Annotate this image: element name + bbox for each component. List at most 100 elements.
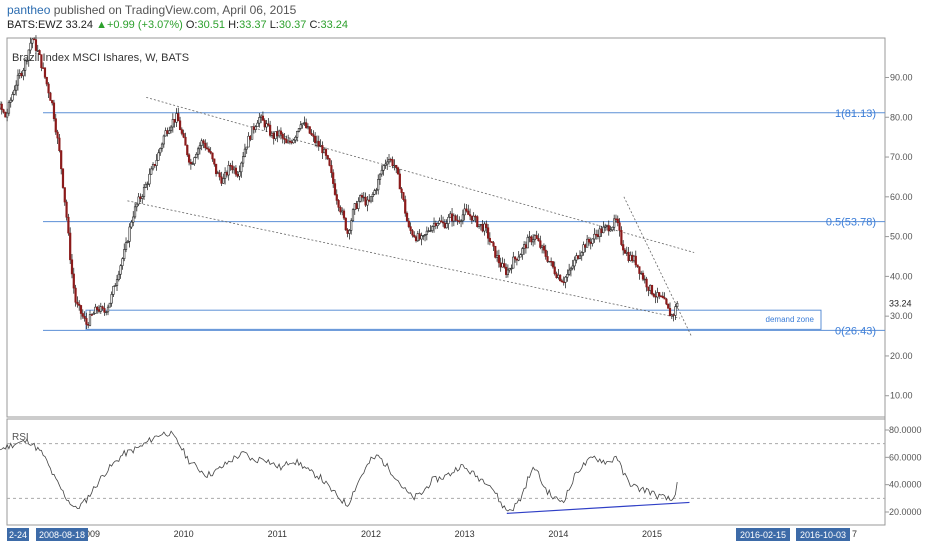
- candle-body: [605, 225, 609, 227]
- candle-body: [310, 132, 313, 136]
- candle-body: [402, 192, 405, 200]
- candle-body: [551, 261, 555, 268]
- candle-body: [135, 203, 138, 208]
- candle-body: [213, 158, 216, 165]
- candle-body: [204, 142, 207, 149]
- candle-body: [79, 305, 83, 314]
- candle-body: [24, 60, 27, 71]
- candle-body: [472, 215, 475, 221]
- candle-body: [333, 183, 337, 195]
- candle-body: [532, 239, 535, 243]
- candle-body: [31, 38, 34, 44]
- candle-body: [494, 245, 497, 258]
- candle-body: [63, 187, 66, 203]
- candle-body: [254, 126, 257, 130]
- candle-body: [96, 306, 99, 310]
- candle-body: [432, 222, 436, 227]
- candle-body: [90, 314, 93, 316]
- author-name[interactable]: pantheo: [7, 3, 51, 17]
- candle-body: [231, 165, 234, 171]
- rsi-divergence-line[interactable]: [506, 501, 690, 514]
- candle-body: [465, 208, 468, 212]
- time-badge-left_partial: [7, 528, 29, 541]
- candle-body: [70, 259, 74, 275]
- candle-body: [171, 119, 174, 128]
- candle-body: [645, 278, 648, 288]
- candle-body: [85, 318, 88, 325]
- candle-body: [342, 210, 346, 219]
- candle-body: [582, 244, 585, 253]
- time-axis-bar: [7, 526, 885, 542]
- price-tick-label: 30.00: [890, 311, 913, 321]
- candle-body: [187, 154, 191, 163]
- candle-body: [150, 168, 153, 175]
- candle-body: [301, 123, 304, 126]
- candle-body: [519, 254, 522, 258]
- candle-body: [144, 183, 147, 188]
- candle-body: [229, 164, 232, 167]
- candle-body: [279, 130, 283, 135]
- candle-body: [557, 274, 560, 278]
- candle-body: [115, 279, 119, 286]
- candle-body: [142, 187, 146, 197]
- price-tick-label: 70.00: [890, 152, 913, 162]
- candle-body: [537, 238, 540, 242]
- publish-text: published on TradingView.com, April 06, …: [53, 3, 297, 17]
- candle-body: [65, 201, 68, 218]
- candle-body: [330, 165, 333, 173]
- candle-body: [297, 128, 301, 132]
- candle-body: [119, 265, 122, 275]
- candle-body: [106, 306, 110, 313]
- candle-body: [492, 242, 495, 247]
- candle-body: [110, 294, 113, 304]
- candle-body: [344, 217, 347, 231]
- last-price-marker: 33.24: [886, 297, 914, 310]
- candle-body: [94, 306, 97, 314]
- candle-body: [249, 135, 252, 140]
- candle-body: [514, 256, 517, 260]
- candle-body: [261, 115, 265, 121]
- candle-body: [305, 122, 308, 129]
- candle-body: [506, 269, 509, 275]
- candle-body: [74, 287, 77, 303]
- candle-body: [575, 255, 578, 261]
- candle-body: [151, 164, 155, 170]
- candle-body: [368, 199, 371, 202]
- candle-body: [225, 172, 228, 176]
- candle-body: [569, 267, 573, 271]
- x-tick-label: 2009: [80, 529, 100, 539]
- candle-body: [398, 173, 401, 190]
- candle-body: [670, 314, 673, 317]
- candle-body: [504, 266, 508, 275]
- candle-body: [434, 222, 437, 227]
- candle-body: [123, 249, 126, 260]
- candle-body: [578, 255, 582, 259]
- rsi-label: RSI: [12, 432, 29, 443]
- rsi-pane[interactable]: [6, 418, 886, 526]
- open-value: 30.51: [197, 19, 226, 31]
- candle-body: [362, 196, 365, 199]
- candle-body: [18, 73, 21, 76]
- close-label: C:: [309, 19, 321, 31]
- candle-body: [458, 220, 461, 223]
- candle-body: [321, 145, 324, 154]
- candle-body: [72, 273, 75, 289]
- candle-body: [371, 193, 374, 197]
- candle-body: [306, 126, 310, 129]
- rsi-line: [0, 430, 678, 512]
- candle-body: [252, 126, 256, 130]
- candle-body: [483, 223, 486, 232]
- trend-line-steep-line[interactable]: [623, 196, 692, 337]
- trend-line-upper-channel[interactable]: [146, 96, 695, 253]
- candle-body: [198, 145, 201, 150]
- candle-body: [614, 218, 618, 220]
- candle-body: [643, 278, 646, 281]
- candle-body: [539, 240, 542, 248]
- candle-body: [378, 173, 382, 180]
- candle-body: [353, 203, 356, 210]
- candle-body: [429, 230, 432, 232]
- candle-body: [81, 313, 84, 317]
- candle-body: [69, 232, 72, 261]
- candle-body: [88, 314, 92, 326]
